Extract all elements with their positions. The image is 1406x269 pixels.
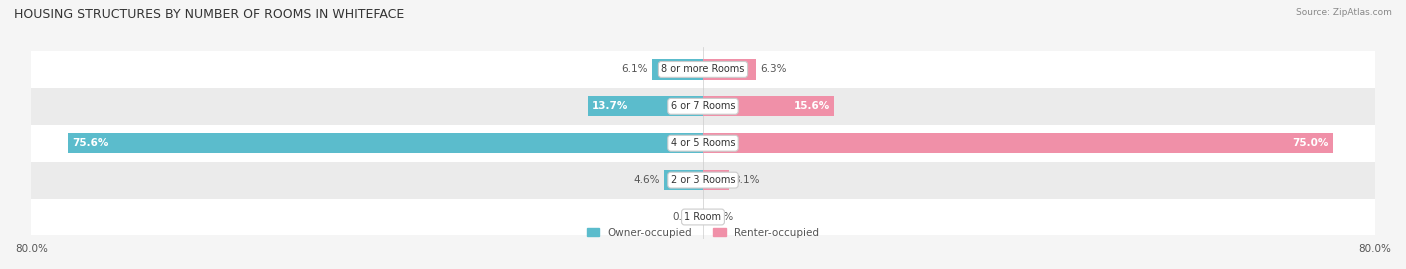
Text: 0.0%: 0.0%: [707, 212, 734, 222]
Text: 15.6%: 15.6%: [793, 101, 830, 111]
Text: Source: ZipAtlas.com: Source: ZipAtlas.com: [1296, 8, 1392, 17]
Text: 75.6%: 75.6%: [73, 138, 108, 148]
Bar: [703, 96, 834, 116]
Bar: [652, 59, 703, 80]
Text: 13.7%: 13.7%: [592, 101, 628, 111]
Text: 8 or more Rooms: 8 or more Rooms: [661, 64, 745, 75]
Bar: [703, 59, 756, 80]
Bar: [22, 51, 1384, 88]
Text: 75.0%: 75.0%: [1292, 138, 1329, 148]
Text: 6 or 7 Rooms: 6 or 7 Rooms: [671, 101, 735, 111]
Text: 4.6%: 4.6%: [634, 175, 661, 185]
Text: HOUSING STRUCTURES BY NUMBER OF ROOMS IN WHITEFACE: HOUSING STRUCTURES BY NUMBER OF ROOMS IN…: [14, 8, 405, 21]
Legend: Owner-occupied, Renter-occupied: Owner-occupied, Renter-occupied: [586, 228, 820, 238]
Text: 6.3%: 6.3%: [761, 64, 786, 75]
Bar: [22, 162, 1384, 199]
Bar: [22, 199, 1384, 235]
Bar: [703, 170, 730, 190]
Bar: [588, 96, 703, 116]
Text: 4 or 5 Rooms: 4 or 5 Rooms: [671, 138, 735, 148]
Text: 2 or 3 Rooms: 2 or 3 Rooms: [671, 175, 735, 185]
Bar: [69, 133, 703, 153]
Bar: [22, 125, 1384, 162]
Bar: [22, 88, 1384, 125]
Text: 6.1%: 6.1%: [621, 64, 648, 75]
Text: 0.0%: 0.0%: [672, 212, 699, 222]
Bar: [703, 133, 1333, 153]
Text: 1 Room: 1 Room: [685, 212, 721, 222]
Bar: [665, 170, 703, 190]
Text: 3.1%: 3.1%: [733, 175, 759, 185]
